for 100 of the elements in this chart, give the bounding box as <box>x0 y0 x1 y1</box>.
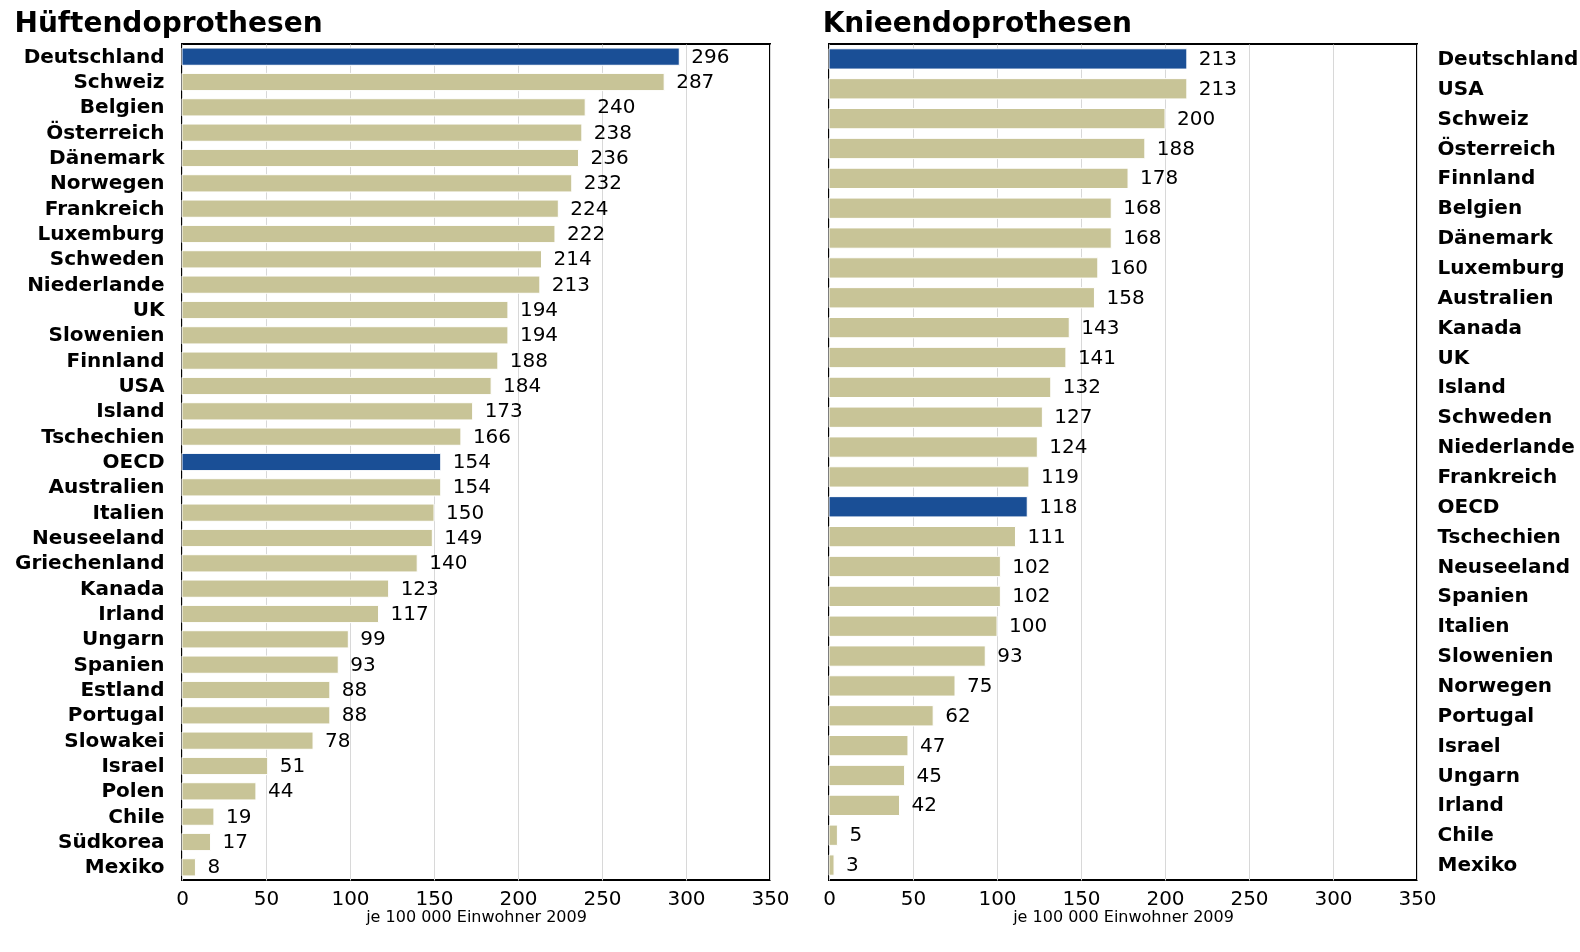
data-label: 238 <box>593 119 633 144</box>
bar <box>181 326 509 345</box>
y-tick-label: Mexiko <box>84 854 165 879</box>
data-label: 118 <box>1039 493 1078 518</box>
data-label: 88 <box>341 677 368 701</box>
y-tick-label: Niederlande <box>27 271 165 296</box>
bar <box>181 858 196 877</box>
y-tick-label: Griechenland <box>14 550 165 575</box>
data-label: 213 <box>551 271 591 296</box>
y-tick-label: Kanada <box>79 575 165 600</box>
bar <box>181 275 541 294</box>
bar <box>181 706 331 725</box>
y-tick-label: Portugal <box>1437 702 1535 727</box>
data-label: 188 <box>1156 135 1196 160</box>
y-tick-label: Island <box>1437 374 1506 399</box>
data-label: 42 <box>911 792 938 817</box>
y-tick-label: Estland <box>80 677 165 701</box>
y-tick-label: Österreich <box>46 119 165 144</box>
data-label: 214 <box>553 246 592 271</box>
data-label: 287 <box>676 69 715 93</box>
y-tick-label: Südkorea <box>58 829 165 853</box>
data-label: 154 <box>452 449 491 473</box>
data-label: 173 <box>484 398 523 423</box>
y-tick-label: Neuseeland <box>1437 553 1570 578</box>
data-label: 3 <box>846 852 859 877</box>
x-tick-label: 0 <box>823 885 836 910</box>
data-label: 143 <box>1081 314 1120 339</box>
data-label: 178 <box>1140 165 1179 190</box>
data-label: 45 <box>916 762 943 787</box>
y-tick-label: UK <box>1437 344 1471 369</box>
data-label: 213 <box>1198 75 1238 100</box>
y-tick-label: Ungarn <box>82 626 165 651</box>
data-label: 17 <box>222 829 249 853</box>
y-tick-label: Israel <box>1437 732 1501 757</box>
y-tick-label: Luxemburg <box>37 221 165 245</box>
data-label: 75 <box>967 672 993 697</box>
y-tick-label: Slowenien <box>1437 643 1554 668</box>
y-tick-label: Deutschland <box>23 43 165 68</box>
bar <box>181 503 435 522</box>
y-tick-label: Spanien <box>73 651 165 676</box>
x-tick-label: 350 <box>1398 885 1437 910</box>
data-label: 111 <box>1027 523 1066 548</box>
y-tick-label: Tschechien <box>41 423 165 448</box>
data-label: 194 <box>519 322 559 347</box>
bar <box>181 756 269 776</box>
bar <box>181 300 509 320</box>
bar <box>181 554 418 573</box>
bar <box>181 148 579 168</box>
data-label: 166 <box>472 423 512 448</box>
y-tick-label: Australien <box>48 474 165 499</box>
y-tick-label: Belgien <box>1437 195 1523 220</box>
y-tick-label: Slowenien <box>48 322 165 347</box>
bar <box>828 555 1001 578</box>
data-label: 158 <box>1106 284 1145 309</box>
data-label: 44 <box>267 778 294 803</box>
bar <box>828 645 986 667</box>
bar <box>181 199 559 218</box>
y-tick-label: USA <box>118 373 166 397</box>
data-label: 194 <box>519 297 559 321</box>
bar <box>181 782 257 801</box>
y-tick-label: Frankreich <box>1437 463 1558 488</box>
bar <box>181 224 556 244</box>
data-label: 188 <box>509 347 549 372</box>
bar <box>828 257 1099 279</box>
y-tick-label: Schweden <box>1437 404 1553 429</box>
data-label: 168 <box>1123 195 1162 220</box>
bar <box>828 316 1070 339</box>
y-tick-label: Spanien <box>1437 583 1529 608</box>
bar <box>828 705 934 727</box>
y-tick-label: USA <box>1437 75 1485 100</box>
bar <box>828 764 906 787</box>
data-label: 51 <box>279 753 306 777</box>
bar <box>181 250 543 269</box>
data-label: 127 <box>1054 404 1093 429</box>
bar <box>181 47 680 66</box>
y-tick-label: Schweiz <box>73 69 165 93</box>
y-tick-label: Australien <box>1437 284 1554 309</box>
data-label: 141 <box>1077 344 1117 369</box>
data-label: 150 <box>446 499 485 524</box>
bar <box>181 402 474 421</box>
chart-title: Knieendoprothesen <box>822 6 1133 39</box>
y-tick-label: Norwegen <box>49 170 165 195</box>
y-tick-label: Irland <box>98 601 165 625</box>
y-tick-label: OECD <box>1437 493 1500 518</box>
data-label: 200 <box>1177 105 1216 130</box>
data-label: 240 <box>597 94 636 119</box>
y-tick-label: Deutschland <box>1437 45 1579 70</box>
y-tick-label: Tschechien <box>1437 523 1561 548</box>
bar <box>828 376 1052 399</box>
data-label: 78 <box>325 727 351 752</box>
y-tick-label: Norwegen <box>1437 672 1553 697</box>
x-tick-label: 300 <box>667 885 706 910</box>
bar <box>828 197 1112 219</box>
bar <box>181 680 331 700</box>
bar <box>181 351 499 370</box>
y-tick-label: Island <box>96 398 165 423</box>
bar <box>828 734 909 757</box>
bar <box>828 107 1166 130</box>
y-tick-label: Belgien <box>79 94 165 119</box>
bar <box>181 604 380 624</box>
